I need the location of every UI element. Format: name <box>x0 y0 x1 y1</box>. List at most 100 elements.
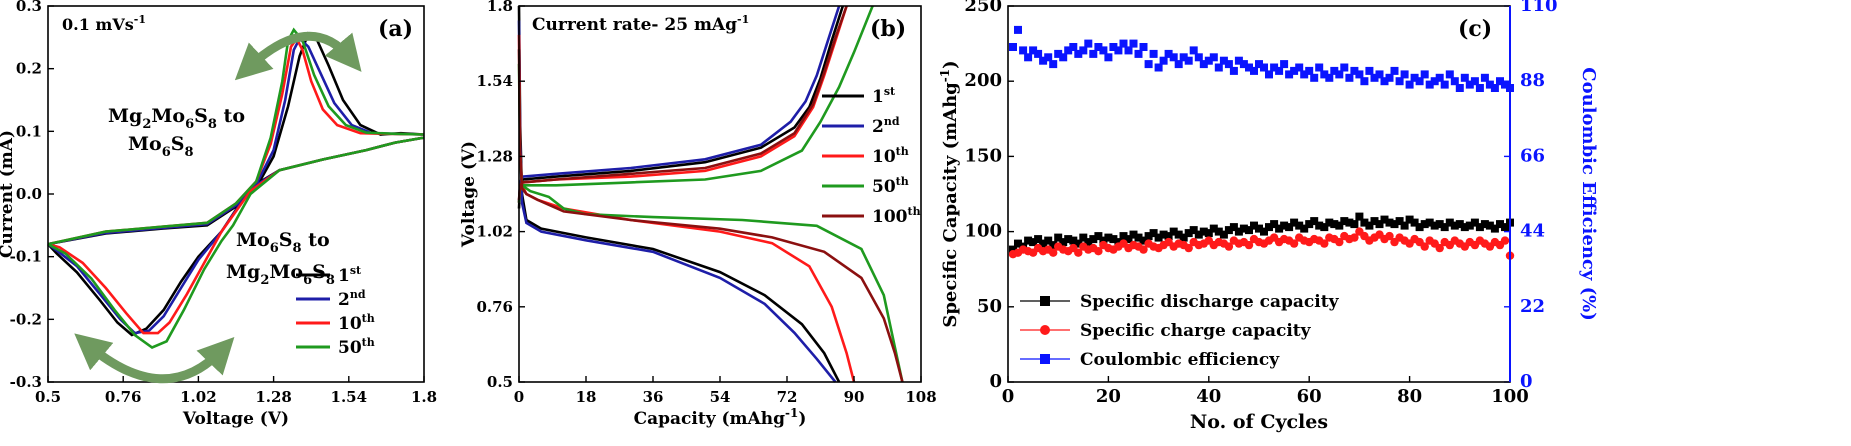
panel-c-point-coulombic-efficiency <box>1365 66 1374 75</box>
panel-c-point-specific-discharge-capacity <box>1501 223 1509 232</box>
panel-c-point-specific-discharge-capacity <box>1395 217 1404 226</box>
panel-c-point-coulombic-efficiency <box>1480 73 1489 82</box>
panel-c-point-coulombic-efficiency <box>1485 80 1494 89</box>
panel-c-point-coulombic-efficiency <box>1415 77 1424 86</box>
panel-b-ytick-label: 1.28 <box>476 147 513 165</box>
panel-c-point-coulombic-efficiency <box>1009 43 1017 51</box>
panel-c-point-specific-discharge-capacity <box>1179 233 1188 242</box>
panel-c-point-specific-charge-capacity <box>1289 239 1299 248</box>
panel-c-xtick-label: 80 <box>1397 386 1422 407</box>
panel-c-legend-label: Specific charge capacity <box>1080 321 1312 341</box>
panel-c-legend-label: Specific discharge capacity <box>1080 292 1340 312</box>
panel-a-plot-frame <box>47 5 425 383</box>
panel-c-point-specific-discharge-capacity <box>1229 223 1238 232</box>
panel-c-point-specific-discharge-capacity <box>1154 233 1163 242</box>
panel-c-point-coulombic-efficiency <box>1355 70 1364 79</box>
panel-c-point-coulombic-efficiency <box>1490 84 1499 92</box>
panel-b-legend-label: 50th <box>872 175 909 197</box>
panel-c-point-coulombic-efficiency <box>1395 77 1404 86</box>
panel-c-point-specific-discharge-capacity <box>1064 235 1073 244</box>
panel-c-point-coulombic-efficiency <box>1475 84 1484 92</box>
panel-c-point-specific-discharge-capacity <box>1430 221 1439 230</box>
panel-c-point-coulombic-efficiency <box>1270 63 1279 72</box>
panel-c-y2-axis-label: Coulombic Efficiency (%) <box>1578 67 1599 320</box>
panel-c-point-coulombic-efficiency <box>1079 46 1088 55</box>
panel-c-point-coulombic-efficiency <box>1169 53 1178 62</box>
panel-c-point-specific-discharge-capacity <box>1149 229 1158 238</box>
panel-b-legend: 1st 2nd 10th 50th 100th <box>822 85 921 227</box>
panel-c-point-coulombic-efficiency <box>1360 77 1369 86</box>
panel-c-point-specific-discharge-capacity <box>1184 229 1193 238</box>
panel-c-point-specific-discharge-capacity <box>1119 232 1128 241</box>
panel-c-point-specific-charge-capacity <box>1420 242 1429 251</box>
panel-c-point-coulombic-efficiency <box>1054 49 1063 58</box>
panel-a-cv-chart: 0.5 0.76 1.02 1.28 1.54 1.8 -0.3 -0.2 -0.1 0.0 0.1… <box>0 0 437 429</box>
panel-c-point-coulombic-efficiency <box>1029 46 1038 55</box>
panel-b-y-axis-label: Voltage (V) <box>459 141 479 248</box>
panel-c-point-coulombic-efficiency <box>1179 53 1188 62</box>
panel-c-point-specific-discharge-capacity <box>1034 235 1043 244</box>
panel-a-annotation-upper-line1: Mg2Mo6S8 to <box>108 105 245 132</box>
panel-c-point-coulombic-efficiency <box>1229 66 1238 75</box>
panel-c-point-specific-discharge-capacity <box>1144 232 1153 241</box>
panel-c-point-coulombic-efficiency <box>1094 43 1103 51</box>
panel-c-point-specific-charge-capacity <box>1184 243 1193 253</box>
panel-c-y2tick-label: 44 <box>1520 221 1545 242</box>
panel-b-xtick-label: 72 <box>777 388 798 406</box>
panel-a-annotation-lower-line1: Mo6S8 to <box>236 229 330 256</box>
panel-b-rate-label: Current rate- 25 mAg-1 <box>532 13 749 35</box>
panel-c-y2tick-label: 22 <box>1520 296 1545 317</box>
panel-c-point-specific-discharge-capacity <box>1380 215 1389 224</box>
panel-c-point-specific-discharge-capacity <box>1385 218 1394 227</box>
panel-c-point-coulombic-efficiency <box>1280 60 1289 69</box>
panel-a-xtick-label: 0.76 <box>105 388 142 406</box>
panel-c-point-coulombic-efficiency <box>1109 43 1118 51</box>
panel-c-point-specific-discharge-capacity <box>1355 212 1364 221</box>
panel-c-point-specific-charge-capacity <box>1074 248 1083 257</box>
panel-c-point-specific-discharge-capacity <box>1255 224 1263 233</box>
panel-c-point-specific-discharge-capacity <box>1450 221 1459 230</box>
panel-c-point-specific-charge-capacity <box>1049 248 1058 257</box>
panel-c-point-coulombic-efficiency <box>1124 46 1133 55</box>
panel-c-x-axis-label: No. of Cycles <box>1190 411 1328 433</box>
panel-c-y-axis-label: Specific Capacity (mAhg-1) <box>938 60 961 327</box>
panel-c-point-coulombic-efficiency <box>1034 49 1043 58</box>
panel-c-point-specific-charge-capacity <box>1244 240 1254 250</box>
panel-c-point-coulombic-efficiency <box>1044 53 1053 62</box>
panel-c-point-coulombic-efficiency <box>1410 73 1419 82</box>
panel-c-point-specific-charge-capacity <box>1224 242 1234 251</box>
panel-c-point-coulombic-efficiency <box>1144 60 1153 69</box>
panel-c-point-coulombic-efficiency <box>1099 46 1108 55</box>
panel-c-label: (c) <box>1458 16 1492 42</box>
panel-c-y2tick-label: 0 <box>1520 371 1533 392</box>
panel-c-point-coulombic-efficiency <box>1250 66 1258 75</box>
panel-c-point-coulombic-efficiency <box>1440 80 1449 89</box>
panel-c-point-specific-discharge-capacity <box>1405 215 1414 224</box>
panel-c-y2tick-label: 88 <box>1520 70 1545 91</box>
panel-c-point-coulombic-efficiency <box>1224 60 1233 69</box>
panel-c-point-coulombic-efficiency <box>1159 56 1168 65</box>
panel-c-point-specific-discharge-capacity <box>1194 230 1203 239</box>
panel-a-ytick-label: -0.2 <box>10 310 42 328</box>
panel-c-point-specific-discharge-capacity <box>1029 238 1038 247</box>
panel-c-point-coulombic-efficiency <box>1305 66 1314 75</box>
panel-c-point-coulombic-efficiency <box>1320 70 1329 79</box>
panel-c-point-specific-discharge-capacity <box>1049 241 1058 250</box>
panel-c-point-coulombic-efficiency <box>1134 49 1143 58</box>
panel-c-legend-marker <box>1040 325 1050 335</box>
panel-c-point-specific-discharge-capacity <box>1214 227 1223 236</box>
panel-c-point-coulombic-efficiency <box>1214 63 1223 72</box>
panel-c-series <box>1008 25 1515 260</box>
panel-c-point-specific-discharge-capacity <box>1069 236 1078 245</box>
panel-c-point-specific-discharge-capacity <box>1350 220 1359 229</box>
panel-c-point-specific-discharge-capacity <box>1330 220 1339 229</box>
panel-c-point-specific-discharge-capacity <box>1074 239 1083 248</box>
panel-c-point-specific-discharge-capacity <box>1285 223 1294 232</box>
panel-c-point-specific-discharge-capacity <box>1290 218 1299 227</box>
panel-c-point-coulombic-efficiency <box>1330 66 1339 75</box>
panel-c-point-specific-discharge-capacity <box>1044 236 1053 245</box>
panel-c-point-coulombic-efficiency <box>1255 60 1263 69</box>
panel-c-point-specific-discharge-capacity <box>1300 224 1309 233</box>
panel-b-plot-frame <box>518 5 922 383</box>
